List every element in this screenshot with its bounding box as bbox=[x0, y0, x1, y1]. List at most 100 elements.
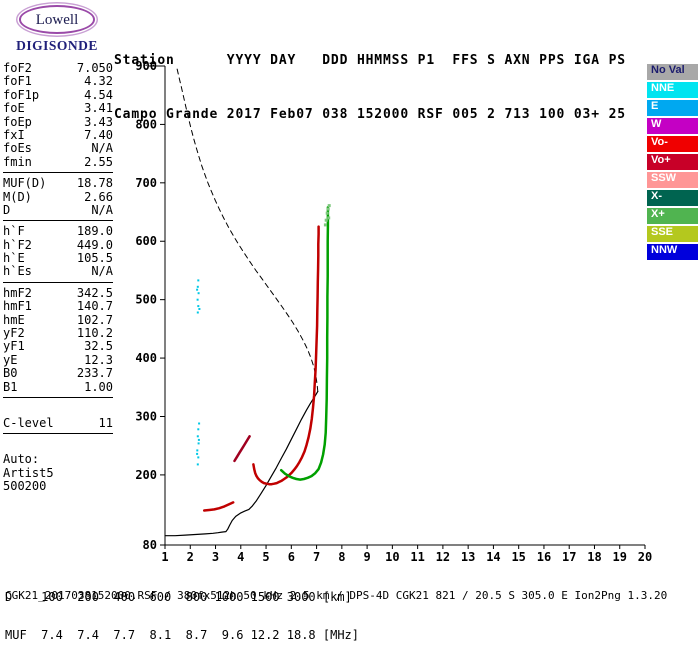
param-value: 11 bbox=[98, 415, 113, 430]
legend-item-vo-: Vo- bbox=[647, 136, 698, 152]
param-row: foF1p 4.54 bbox=[3, 87, 113, 102]
param-value: 449.0 bbox=[76, 237, 113, 252]
param-row: h`F 189.0 bbox=[3, 224, 113, 239]
param-row: fxI 7.40 bbox=[3, 127, 113, 142]
x-tick-label: 2 bbox=[187, 550, 194, 564]
param-row: foE 3.41 bbox=[3, 101, 113, 116]
param-row: h`F2 449.0 bbox=[3, 237, 113, 252]
param-label: foEs bbox=[3, 141, 32, 156]
x-tick-label: 6 bbox=[288, 550, 295, 564]
param-value: 7.40 bbox=[84, 127, 113, 142]
param-value: 12.3 bbox=[84, 352, 113, 367]
param-row: foF1 4.32 bbox=[3, 74, 113, 89]
legend-item-x-: X+ bbox=[647, 208, 698, 224]
x-tick-label: 13 bbox=[461, 550, 475, 564]
legend-item-nne: NNE bbox=[647, 82, 698, 98]
param-value: 18.78 bbox=[76, 176, 113, 191]
param-value: 105.5 bbox=[76, 251, 113, 266]
divider bbox=[3, 433, 113, 435]
muf-values-row: MUF 7.4 7.4 7.7 8.1 8.7 9.6 12.2 18.8 [M… bbox=[5, 627, 360, 642]
param-label: D bbox=[3, 202, 11, 217]
legend-item-ssw: SSW bbox=[647, 172, 698, 188]
x-tick-label: 15 bbox=[511, 550, 525, 564]
axis-lines bbox=[164, 66, 645, 546]
logo-lowell-text: Lowell bbox=[35, 12, 79, 28]
legend-item-vo-: Vo+ bbox=[647, 154, 698, 170]
param-row: B1 1.00 bbox=[3, 380, 113, 394]
station-header-line1: Station YYYY DAY DDD HHMMSS P1 FFS S AXN… bbox=[114, 53, 626, 68]
x-tick-label: 12 bbox=[436, 550, 450, 564]
o-mode-low-segment bbox=[202, 501, 235, 512]
x-tick-label: 16 bbox=[537, 550, 551, 564]
divider bbox=[3, 281, 113, 283]
legend-item-nnw: NNW bbox=[647, 244, 698, 260]
x-tick-label: 19 bbox=[613, 550, 627, 564]
divider bbox=[3, 172, 113, 174]
y-tick-label: 700 bbox=[135, 176, 157, 190]
legend-item-no-val: No Val bbox=[647, 64, 698, 80]
param-row: h`Es N/A bbox=[3, 264, 113, 279]
param-label: hmF2 bbox=[3, 285, 32, 300]
param-value: 102.7 bbox=[76, 312, 113, 327]
param-label: foF1 bbox=[3, 74, 32, 89]
param-label: fmin bbox=[3, 154, 32, 169]
param-row: D N/A bbox=[3, 202, 113, 217]
param-label: h`F bbox=[3, 224, 25, 239]
param-value: N/A bbox=[91, 202, 113, 217]
param-value: 2.66 bbox=[84, 189, 113, 204]
x-tick-label: 17 bbox=[562, 550, 576, 564]
station-header: Station YYYY DAY DDD HHMMSS P1 FFS S AXN… bbox=[114, 16, 626, 142]
topside-model-profile bbox=[175, 65, 319, 392]
y-tick-label: 400 bbox=[135, 351, 157, 365]
x-tick-label: 4 bbox=[237, 550, 244, 564]
legend-item-x-: X- bbox=[647, 190, 698, 206]
param-row: yF2 110.2 bbox=[3, 326, 113, 341]
x-tick-label: 18 bbox=[587, 550, 601, 564]
param-value: 32.5 bbox=[84, 339, 113, 354]
legend-item-sse: SSE bbox=[647, 226, 698, 242]
param-label: foF2 bbox=[3, 61, 32, 75]
param-footer-line: Artist5 bbox=[3, 465, 54, 480]
param-value: 110.2 bbox=[76, 326, 113, 341]
x-tick-label: 5 bbox=[262, 550, 269, 564]
spacer bbox=[3, 402, 113, 417]
y-tick-label: 900 bbox=[135, 59, 157, 73]
x-tick-label: 14 bbox=[486, 550, 500, 564]
x-tick-label: 11 bbox=[410, 550, 424, 564]
param-label: h`F2 bbox=[3, 237, 32, 252]
param-label: hmF1 bbox=[3, 299, 32, 314]
legend-item-w: W bbox=[647, 118, 698, 134]
param-value: 2.55 bbox=[84, 154, 113, 169]
param-label: yE bbox=[3, 352, 18, 367]
y-tick-label: 600 bbox=[135, 234, 157, 248]
y-tick-label: 500 bbox=[135, 293, 157, 307]
param-value: 3.41 bbox=[84, 101, 113, 116]
dmuf-table: D 100 200 400 600 800 1000 1500 3000 [km… bbox=[5, 566, 359, 654]
x-mode-trace bbox=[279, 206, 330, 481]
logo-digisonde-text: DIGISONDE bbox=[16, 38, 98, 53]
param-row: foEp 3.43 bbox=[3, 114, 113, 129]
true-height-profile bbox=[164, 390, 319, 537]
param-value: 3.43 bbox=[84, 114, 113, 129]
echo-direction-legend: No Val NNE E W Vo- Vo+ SSW X- X+ SSE NNW bbox=[647, 64, 698, 262]
spacer bbox=[3, 438, 113, 453]
param-value: 140.7 bbox=[76, 299, 113, 314]
y-tick-label: 200 bbox=[135, 468, 157, 482]
x-mode-top-scatter bbox=[323, 204, 331, 227]
lowell-logo-oval: Lowell bbox=[18, 5, 96, 34]
param-row: h`E 105.5 bbox=[3, 251, 113, 266]
param-row: C-level 11 bbox=[3, 415, 113, 430]
param-value: N/A bbox=[91, 264, 113, 279]
x-tick-label: 7 bbox=[313, 550, 320, 564]
param-label: foEp bbox=[3, 114, 32, 129]
param-value: N/A bbox=[91, 141, 113, 156]
x-tick-label: 8 bbox=[338, 550, 345, 564]
param-row: foEs N/A bbox=[3, 141, 113, 156]
param-value: 342.5 bbox=[76, 285, 113, 300]
param-value: 4.54 bbox=[84, 87, 113, 102]
param-value: 233.7 bbox=[76, 366, 113, 381]
y-tick-label: 80 bbox=[143, 538, 157, 552]
param-label: hmE bbox=[3, 312, 25, 327]
x-axis: 1 2 3 4 5 6 7 8 9 10 11 12 13 14 15 16 17 18 19 20 bbox=[161, 545, 652, 564]
param-row: B0 233.7 bbox=[3, 366, 113, 381]
